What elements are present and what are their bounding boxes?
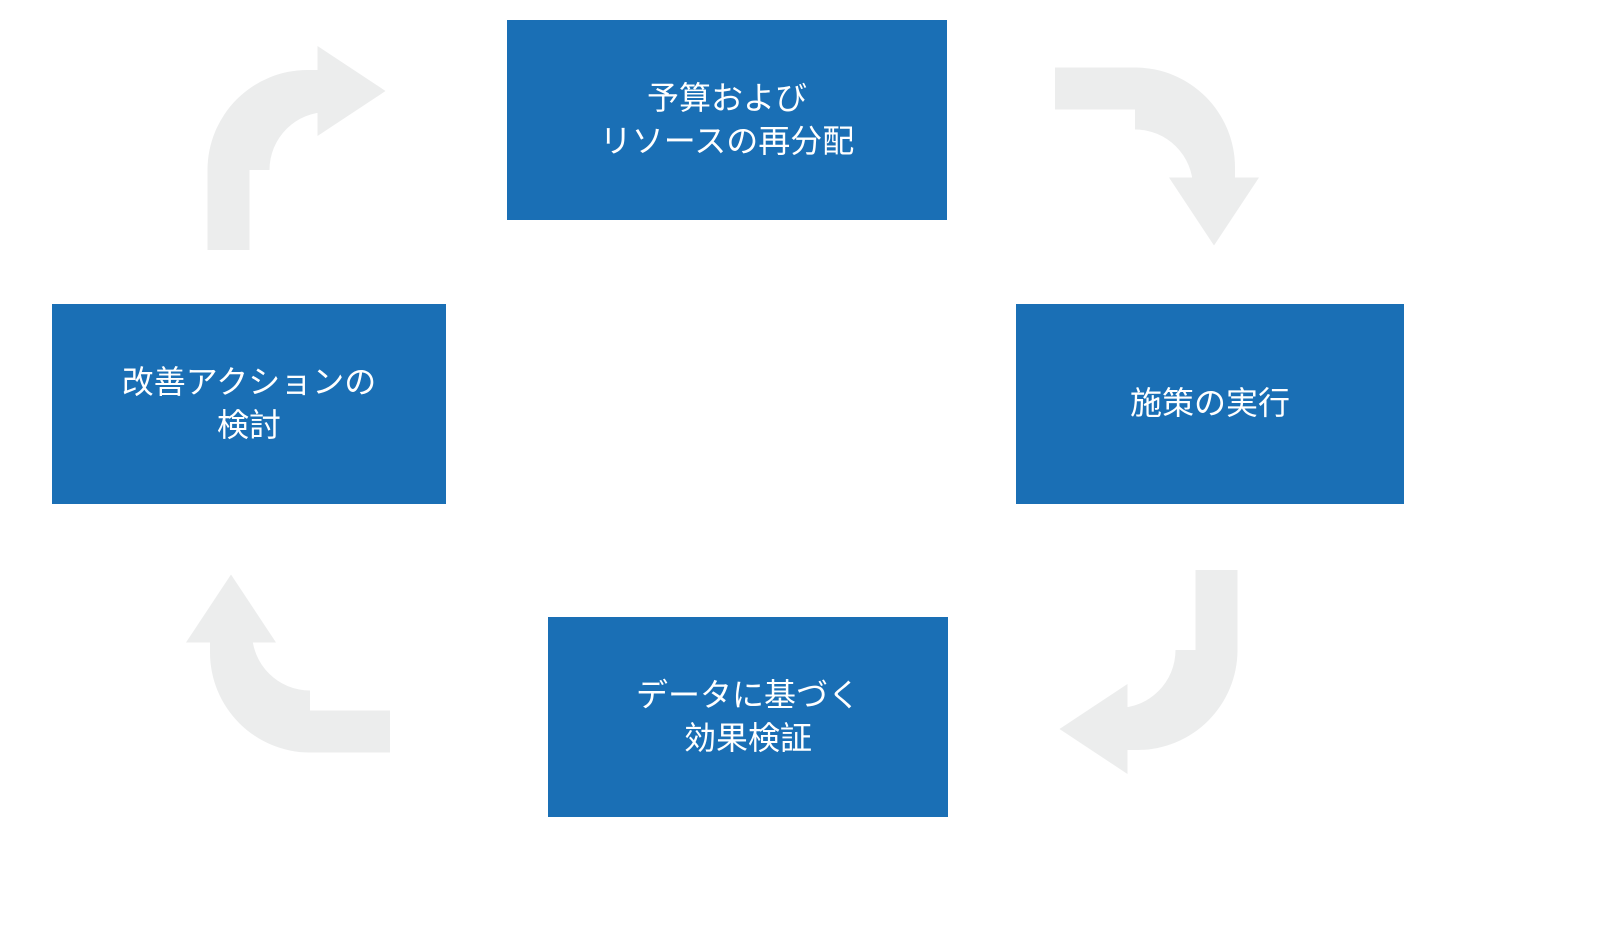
node-top: 予算および リソースの再分配 [507, 20, 947, 220]
cycle-diagram: 予算および リソースの再分配 施策の実行 データに基づく 効果検証 改善アクショ… [0, 0, 1602, 926]
node-left: 改善アクションの 検討 [52, 304, 446, 504]
node-bottom: データに基づく 効果検証 [548, 617, 948, 817]
node-top-label-line2: リソースの再分配 [600, 120, 854, 163]
arrow-top-right-icon [1015, 28, 1275, 293]
node-top-label-line1: 予算および [600, 77, 854, 120]
node-right-label-line1: 施策の実行 [1130, 382, 1290, 425]
node-right: 施策の実行 [1016, 304, 1404, 504]
arrow-right-bottom-icon [1013, 530, 1278, 790]
node-left-label-line2: 検討 [122, 404, 376, 447]
curved-arrow-icon [208, 46, 386, 250]
curved-arrow-icon [1060, 570, 1238, 774]
node-left-label-line1: 改善アクションの [122, 361, 376, 404]
curved-arrow-icon [186, 575, 390, 753]
node-bottom-label-line2: 効果検証 [636, 717, 860, 760]
curved-arrow-icon [1055, 68, 1259, 246]
arrow-left-top-icon [168, 30, 433, 290]
node-bottom-label-line1: データに基づく [636, 674, 860, 717]
arrow-bottom-left-icon [170, 528, 430, 793]
